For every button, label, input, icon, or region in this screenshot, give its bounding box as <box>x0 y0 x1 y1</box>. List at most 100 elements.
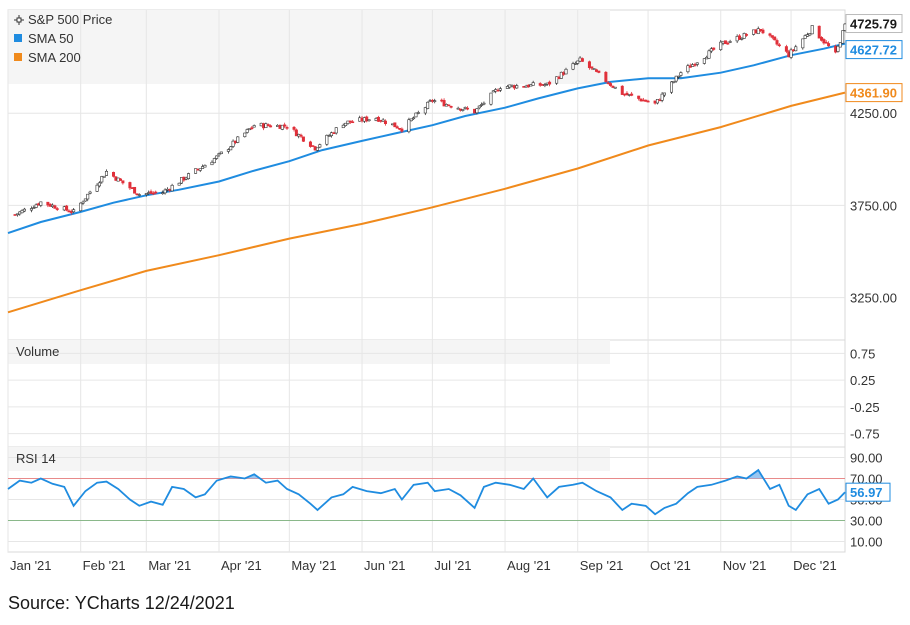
candle <box>620 85 624 95</box>
volume-y-tick-label: 0.75 <box>850 346 875 361</box>
candle <box>609 81 613 87</box>
candle <box>489 92 493 106</box>
candle <box>22 207 26 213</box>
candle <box>15 213 19 217</box>
candle <box>625 91 629 96</box>
candle <box>62 205 66 212</box>
candle <box>801 38 805 50</box>
candle <box>32 205 36 209</box>
candle <box>135 193 139 196</box>
candle <box>229 146 233 151</box>
candle <box>655 99 659 105</box>
candle <box>491 90 495 93</box>
candle <box>210 160 214 166</box>
candle <box>480 102 484 108</box>
candle <box>299 133 303 138</box>
x-tick-label: Mar '21 <box>148 558 191 573</box>
x-tick-label: Aug '21 <box>507 558 551 573</box>
candle <box>226 148 230 154</box>
candle <box>95 183 99 192</box>
candle <box>461 109 465 112</box>
candle <box>477 105 481 110</box>
candle <box>266 123 270 127</box>
x-tick-label: Nov '21 <box>723 558 767 573</box>
candle <box>407 117 411 134</box>
price-y-tick-label: 4250.00 <box>850 106 897 121</box>
candle <box>597 70 601 74</box>
candle <box>283 122 287 129</box>
rsi-overbought-fill <box>8 470 845 479</box>
rsi-title-shade <box>8 447 610 471</box>
x-tick-label: Jan '21 <box>10 558 52 573</box>
candle <box>693 62 697 67</box>
candle <box>789 47 793 60</box>
x-tick-label: Oct '21 <box>650 558 691 573</box>
candle <box>810 25 814 35</box>
candle <box>280 124 284 131</box>
candle <box>564 67 568 75</box>
candle <box>594 68 598 73</box>
candle <box>81 200 85 205</box>
candle <box>498 86 502 93</box>
candle <box>301 136 305 143</box>
last-value-badge: 4627.72 <box>845 40 903 60</box>
candle <box>496 88 500 92</box>
candle <box>820 36 824 42</box>
candle <box>838 42 842 48</box>
candle <box>416 110 420 115</box>
candle <box>231 139 235 149</box>
candle <box>827 41 831 47</box>
rsi-last-value-label: 56.97 <box>850 485 883 500</box>
candle <box>412 116 416 120</box>
candle <box>187 172 191 180</box>
candle <box>400 127 404 133</box>
candle <box>740 37 744 41</box>
candle <box>112 171 116 178</box>
candle <box>433 98 437 104</box>
legend: S&P 500 Price SMA 50 SMA 200 <box>14 12 112 65</box>
candle <box>194 168 198 174</box>
x-tick-label: Jul '21 <box>434 558 471 573</box>
rsi-y-tick-label: 90.00 <box>850 451 883 466</box>
candle <box>773 36 777 41</box>
candle <box>646 99 650 103</box>
rsi-line <box>7 468 846 516</box>
candle <box>817 25 821 39</box>
legend-swatch <box>14 53 22 61</box>
candle <box>752 29 756 36</box>
candle <box>695 62 699 67</box>
candle <box>522 86 526 88</box>
candle <box>775 38 779 46</box>
candle <box>39 201 43 208</box>
candle <box>670 81 674 94</box>
candle <box>644 99 648 102</box>
candle <box>20 209 24 214</box>
last-value-badge: 4361.90 <box>845 83 903 103</box>
candle <box>505 84 509 89</box>
candle <box>576 60 580 66</box>
rsi-y-tick-label: 10.00 <box>850 535 883 550</box>
last-value-label: 4725.79 <box>850 17 897 32</box>
candle <box>571 61 575 71</box>
candle <box>351 120 355 124</box>
candle <box>587 60 591 70</box>
price-legend-shade <box>8 10 610 84</box>
candle <box>88 190 92 195</box>
candle <box>269 124 273 128</box>
candle <box>541 84 545 86</box>
axis-labels: Jan '21 Feb '21 Mar '21 Apr '21 May '21 Jun '… <box>10 106 897 573</box>
candle <box>325 134 329 146</box>
candle <box>590 66 594 71</box>
candle <box>104 169 108 176</box>
legend-swatch <box>14 34 22 42</box>
candle <box>702 58 706 65</box>
candle <box>466 106 470 111</box>
candle <box>170 183 174 192</box>
candle <box>611 85 615 89</box>
candle <box>149 189 153 195</box>
candle <box>137 193 141 197</box>
candle <box>102 175 106 178</box>
candle <box>198 168 202 173</box>
candle <box>529 83 533 87</box>
candle <box>215 155 219 160</box>
